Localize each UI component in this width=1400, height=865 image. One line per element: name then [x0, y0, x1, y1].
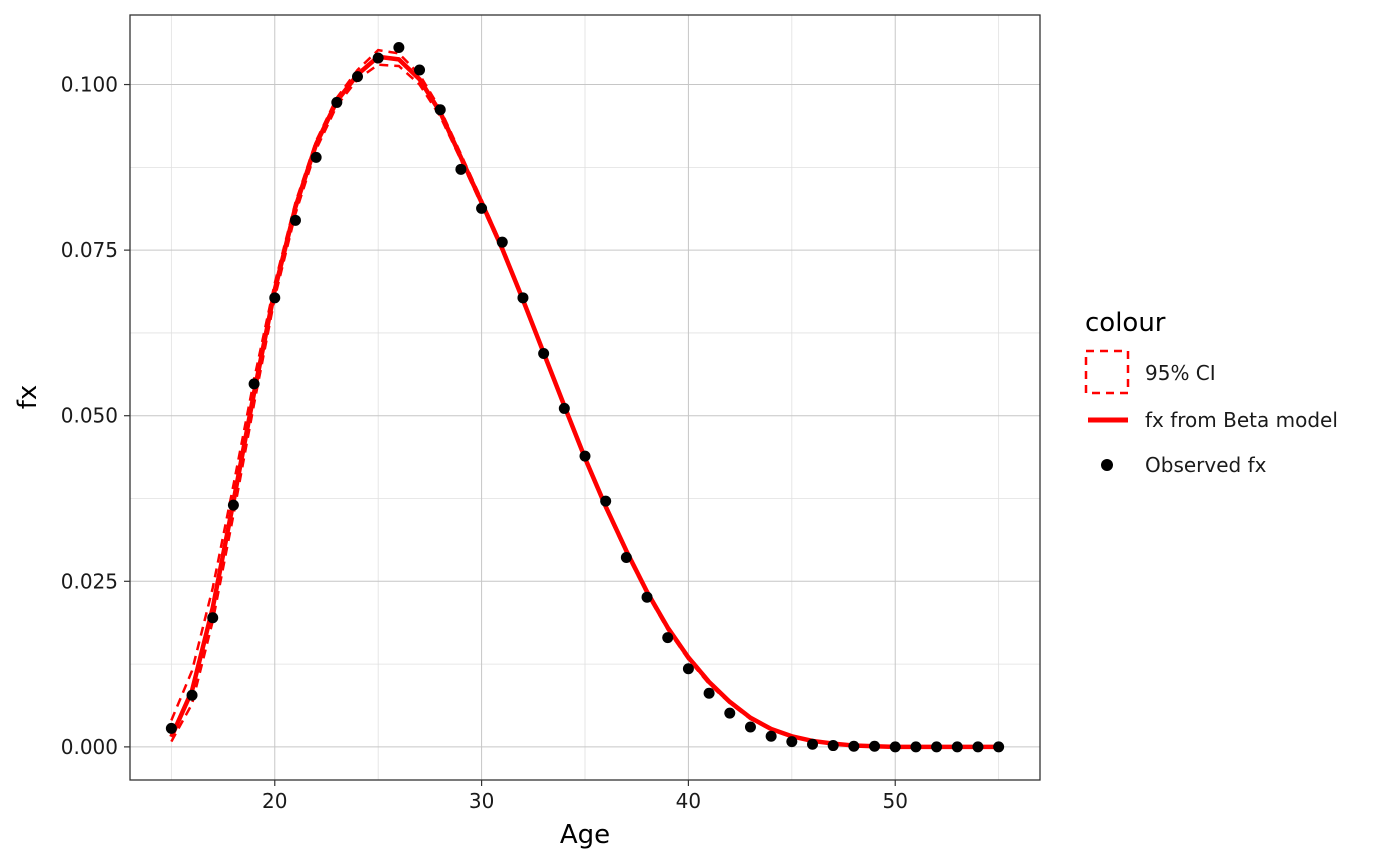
y-tick-label: 0.050: [61, 404, 118, 428]
grid-major: [130, 15, 1040, 780]
observed-point: [393, 41, 405, 53]
legend-entry-ci: 95% CI: [1084, 349, 1216, 395]
x-tick-label: 20: [262, 789, 287, 813]
observed-point: [579, 450, 591, 462]
observed-point: [951, 741, 963, 753]
observed-point: [910, 741, 922, 753]
observed-point: [310, 151, 322, 163]
observed-point: [476, 202, 488, 214]
legend-label-observed: Observed fx: [1145, 453, 1267, 477]
legend-label-model: fx from Beta model: [1145, 408, 1338, 432]
y-tick-label: 0.025: [61, 569, 118, 593]
observed-point: [848, 740, 860, 752]
legend-entry-observed: Observed fx: [1101, 453, 1267, 477]
y-axis-title: fx: [13, 385, 43, 410]
x-tick-label: 50: [883, 789, 908, 813]
y-axis: 0.000 0.025 0.050 0.075 0.100: [61, 73, 130, 759]
observed-point: [186, 689, 198, 701]
x-tick-label: 30: [469, 789, 494, 813]
observed-point: [807, 738, 818, 750]
observed-point: [372, 52, 384, 64]
legend-key-observed: [1101, 459, 1113, 471]
observed-point: [352, 71, 363, 83]
x-tick-label: 40: [676, 789, 701, 813]
observed-point: [724, 707, 736, 719]
legend-label-ci: 95% CI: [1145, 361, 1216, 385]
observed-point: [827, 740, 839, 752]
observed-point: [641, 591, 653, 603]
observed-point: [269, 292, 281, 304]
observed-point: [496, 236, 508, 248]
y-tick-label: 0.075: [61, 238, 118, 262]
observed-point: [331, 96, 343, 108]
observed-point: [682, 663, 694, 675]
observed-point: [227, 499, 239, 511]
legend: colour 95% CI fx from Beta model Observe…: [1084, 308, 1338, 477]
observed-point: [289, 214, 301, 226]
observed-point: [538, 347, 550, 359]
observed-point: [765, 730, 777, 742]
observed-point: [662, 632, 674, 644]
observed-point: [993, 741, 1005, 753]
observed-point: [248, 378, 260, 390]
observed-point: [703, 687, 715, 699]
observed-point: [517, 292, 529, 304]
y-tick-label: 0.100: [61, 73, 118, 97]
y-tick-label: 0.000: [61, 735, 118, 759]
observed-point: [207, 612, 219, 624]
legend-key-ci: [1084, 349, 1130, 395]
observed-point: [744, 721, 756, 733]
observed-point: [600, 495, 612, 507]
observed-point: [414, 64, 426, 76]
observed-point: [786, 736, 798, 748]
x-axis-title: Age: [560, 820, 610, 850]
observed-point: [972, 741, 984, 753]
observed-point: [620, 551, 632, 563]
observed-point: [869, 740, 881, 752]
observed-point: [165, 722, 177, 734]
grid-minor: [130, 15, 1040, 780]
observed-points: [165, 41, 1005, 753]
observed-point: [931, 741, 943, 753]
x-axis: 20 30 40 50: [262, 780, 908, 813]
legend-entry-model: fx from Beta model: [1088, 408, 1338, 432]
observed-point: [889, 741, 901, 753]
observed-point: [558, 402, 570, 414]
plot-panel-border: [129, 14, 1041, 781]
observed-point: [434, 104, 446, 116]
observed-point: [455, 163, 467, 175]
legend-title: colour: [1085, 308, 1166, 338]
